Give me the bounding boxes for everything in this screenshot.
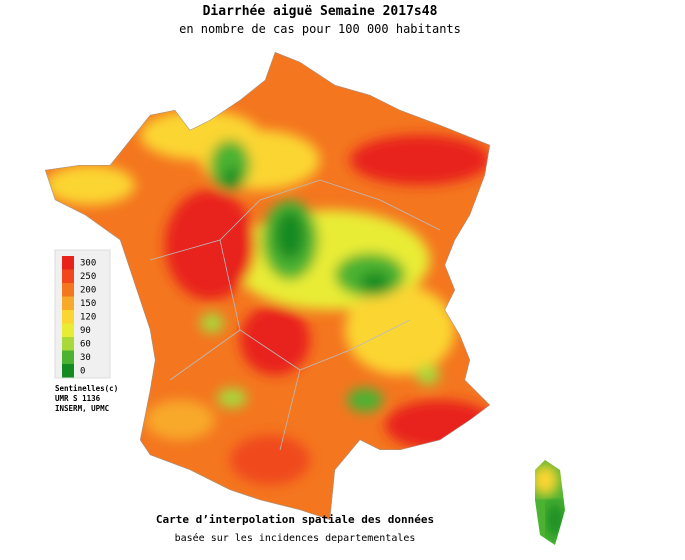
legend-label: 150 <box>80 299 96 309</box>
map-title: Diarrhée aiguë Semaine 2017s48 <box>203 4 438 19</box>
legend-label: 300 <box>80 259 96 269</box>
legend-swatch <box>62 323 74 337</box>
legend-label: 0 <box>80 367 85 377</box>
corsica-map <box>535 460 565 545</box>
legend-label: 90 <box>80 326 91 336</box>
legend-swatch <box>62 256 74 270</box>
france-map <box>45 52 490 520</box>
credit-line: INSERM, UPMC <box>55 404 109 413</box>
legend-swatch <box>62 310 74 324</box>
legend-label: 120 <box>80 313 96 323</box>
footer-subtitle: basée sur les incidences departementales <box>175 532 416 544</box>
legend-swatch <box>62 283 74 297</box>
legend-label: 250 <box>80 272 96 282</box>
legend-swatch <box>62 350 74 364</box>
legend-swatch <box>62 364 74 378</box>
legend-label: 200 <box>80 286 96 296</box>
legend-label: 60 <box>80 340 91 350</box>
map-subtitle: en nombre de cas pour 100 000 habitants <box>179 22 461 36</box>
credit-line: Sentinelles(c) <box>55 384 118 393</box>
legend-label: 30 <box>80 353 91 363</box>
legend-swatch <box>62 337 74 351</box>
legend-swatch <box>62 269 74 283</box>
credit-line: UMR S 1136 <box>55 394 101 403</box>
legend-swatch <box>62 296 74 310</box>
footer-title: Carte d’interpolation spatiale des donné… <box>156 513 434 526</box>
